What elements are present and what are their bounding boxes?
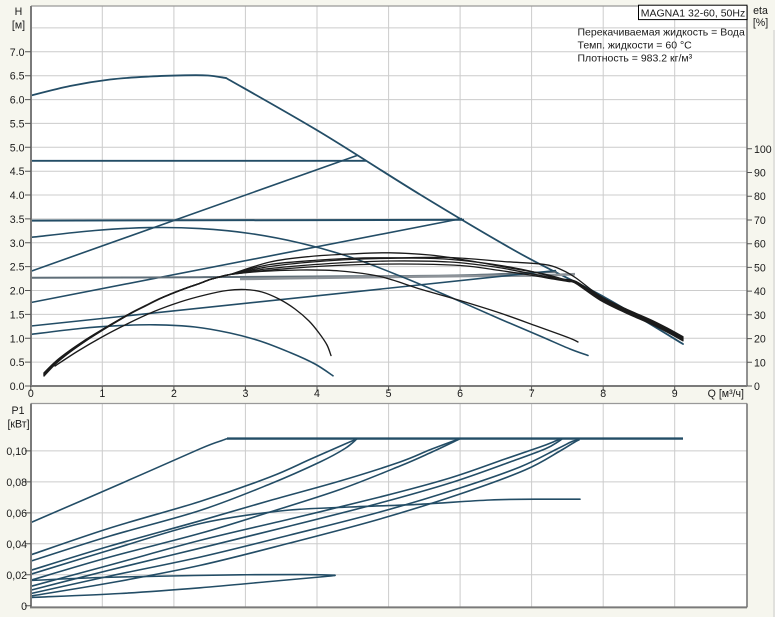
svg-text:70: 70	[754, 215, 766, 227]
svg-text:Плотность = 983.2 кг/м³: Плотность = 983.2 кг/м³	[578, 53, 693, 65]
svg-text:0.0: 0.0	[10, 381, 25, 393]
svg-text:3.0: 3.0	[10, 238, 25, 250]
svg-text:2.5: 2.5	[10, 262, 25, 274]
svg-text:eta: eta	[753, 5, 768, 17]
svg-text:9: 9	[672, 388, 678, 400]
svg-text:30: 30	[754, 310, 766, 322]
svg-text:80: 80	[754, 191, 766, 203]
svg-text:1: 1	[99, 388, 105, 400]
svg-text:1.0: 1.0	[10, 333, 25, 345]
svg-text:5: 5	[386, 388, 392, 400]
svg-text:3.5: 3.5	[10, 214, 25, 226]
svg-text:3: 3	[242, 388, 248, 400]
svg-text:0.5: 0.5	[10, 357, 25, 369]
svg-text:4: 4	[314, 388, 320, 400]
svg-text:0: 0	[754, 381, 760, 393]
svg-text:0,08: 0,08	[6, 477, 27, 489]
svg-text:40: 40	[754, 286, 766, 298]
svg-text:60: 60	[754, 239, 766, 251]
svg-text:20: 20	[754, 334, 766, 346]
svg-text:0,10: 0,10	[6, 446, 27, 458]
svg-text:Темп. жидкости = 60 °C: Темп. жидкости = 60 °C	[578, 40, 693, 52]
svg-text:[%]: [%]	[753, 17, 768, 29]
svg-text:1.5: 1.5	[10, 309, 25, 321]
svg-text:10: 10	[754, 357, 766, 369]
svg-text:90: 90	[754, 168, 766, 180]
svg-text:4.5: 4.5	[10, 166, 25, 178]
svg-text:0,04: 0,04	[6, 539, 27, 551]
svg-text:6.0: 6.0	[10, 95, 25, 107]
svg-text:H: H	[15, 6, 23, 18]
svg-text:8: 8	[600, 388, 606, 400]
svg-text:50: 50	[754, 262, 766, 274]
svg-text:[кВт]: [кВт]	[7, 419, 29, 431]
svg-text:[м]: [м]	[12, 20, 25, 32]
svg-text:6.5: 6.5	[10, 71, 25, 83]
svg-text:Перекачиваемая жидкость = Вода: Перекачиваемая жидкость = Вода	[578, 27, 745, 39]
svg-text:0: 0	[28, 388, 34, 400]
svg-text:MAGNA1 32-60, 50Hz: MAGNA1 32-60, 50Hz	[641, 8, 745, 20]
svg-text:P1: P1	[12, 405, 25, 417]
svg-text:2.0: 2.0	[10, 286, 25, 298]
svg-text:0: 0	[21, 601, 27, 613]
svg-text:0,06: 0,06	[6, 508, 27, 520]
svg-text:5.5: 5.5	[10, 118, 25, 130]
svg-text:6: 6	[457, 388, 463, 400]
svg-text:Q [м³/ч]: Q [м³/ч]	[708, 388, 744, 400]
svg-text:7: 7	[529, 388, 535, 400]
svg-text:4.0: 4.0	[10, 190, 25, 202]
svg-text:100: 100	[754, 144, 772, 156]
svg-text:7.0: 7.0	[10, 47, 25, 59]
svg-text:2: 2	[171, 388, 177, 400]
svg-text:0,02: 0,02	[6, 570, 27, 582]
svg-text:5.0: 5.0	[10, 142, 25, 154]
